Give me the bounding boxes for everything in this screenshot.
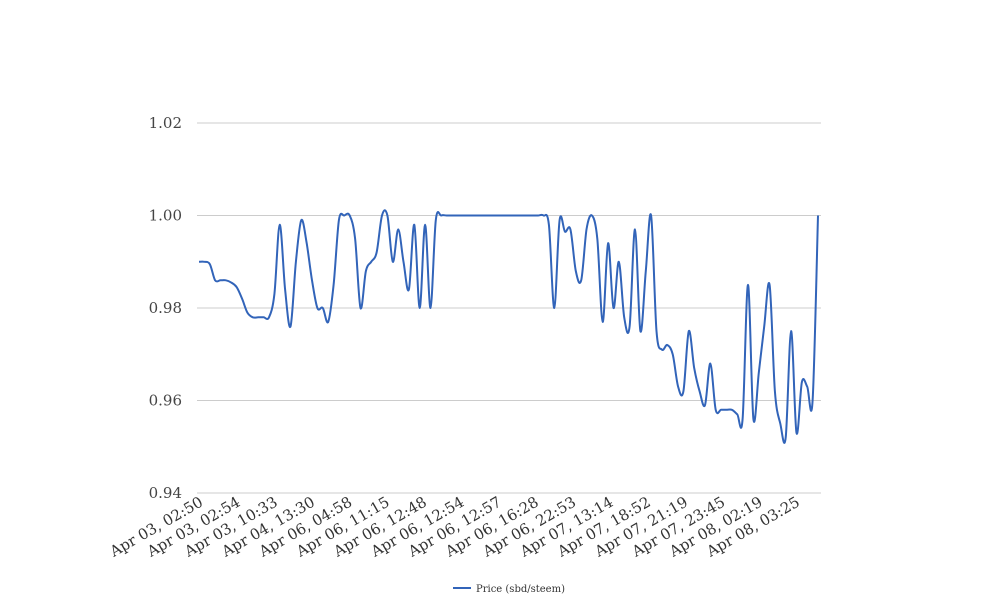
legend[interactable]: Price (sbd/steem) <box>453 584 565 595</box>
y-tick-label: 0.96 <box>149 392 182 410</box>
gridlines <box>197 122 821 494</box>
legend-label: Price (sbd/steem) <box>476 584 565 595</box>
y-axis-ticks: 0.94 0.96 0.98 1.00 1.02 <box>149 114 182 502</box>
y-tick-label: 1.02 <box>149 114 182 132</box>
series-layer <box>198 209 819 444</box>
series-line-price[interactable] <box>198 209 819 444</box>
y-tick-label: 0.98 <box>149 299 182 317</box>
y-tick-label: 0.94 <box>149 484 182 502</box>
y-tick-label: 1.00 <box>149 207 182 225</box>
